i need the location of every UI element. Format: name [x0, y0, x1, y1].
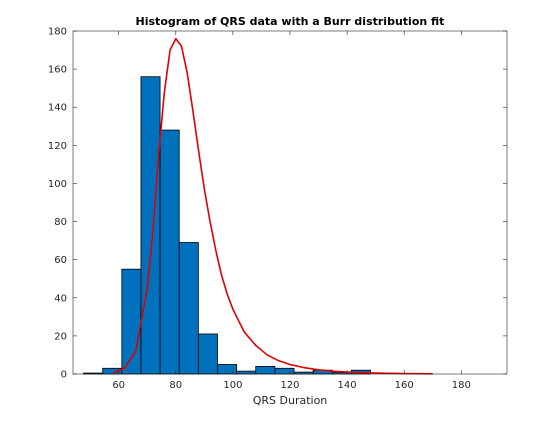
- histogram-bar-6: [197, 333, 218, 375]
- y-tick-label-40: 40: [54, 293, 67, 304]
- y-tick-label-60: 60: [54, 255, 67, 266]
- histogram-bar-10: [274, 367, 295, 375]
- y-tick-label-80: 80: [54, 217, 67, 228]
- x-tick-label-120: 120: [280, 380, 299, 391]
- y-tick-label-160: 160: [48, 65, 67, 76]
- x-tick-label-100: 100: [223, 380, 242, 391]
- histogram-bar-8: [236, 370, 257, 375]
- y-tick-label-180: 180: [48, 27, 67, 38]
- y-tick-label-20: 20: [54, 331, 67, 342]
- x-tick-label-180: 180: [452, 380, 471, 391]
- x-axis-title: QRS Duration: [253, 394, 328, 407]
- histogram-bar-5: [178, 242, 199, 375]
- y-tick-label-140: 140: [48, 103, 67, 114]
- fit-curve: [112, 37, 433, 375]
- y-tick-label-100: 100: [48, 179, 67, 190]
- histogram-bar-9: [255, 365, 276, 375]
- fit-layer: [112, 37, 433, 375]
- x-tick-label-60: 60: [112, 380, 125, 391]
- chart-title: Histogram of QRS data with a Burr distri…: [136, 15, 445, 28]
- ticks-layer: 60 80 100 120 140 160 180 0 20 40 60 80 100 120 140 160…: [48, 27, 507, 391]
- bars-layer: [83, 76, 371, 375]
- histogram-bar-4: [159, 129, 180, 375]
- x-tick-label-160: 160: [395, 380, 414, 391]
- y-tick-label-0: 0: [61, 370, 67, 381]
- y-tick-label-120: 120: [48, 141, 67, 152]
- x-tick-label-80: 80: [169, 380, 182, 391]
- histogram-bar-3: [140, 76, 161, 375]
- histogram-bar-7: [217, 364, 238, 375]
- x-tick-label-140: 140: [338, 380, 357, 391]
